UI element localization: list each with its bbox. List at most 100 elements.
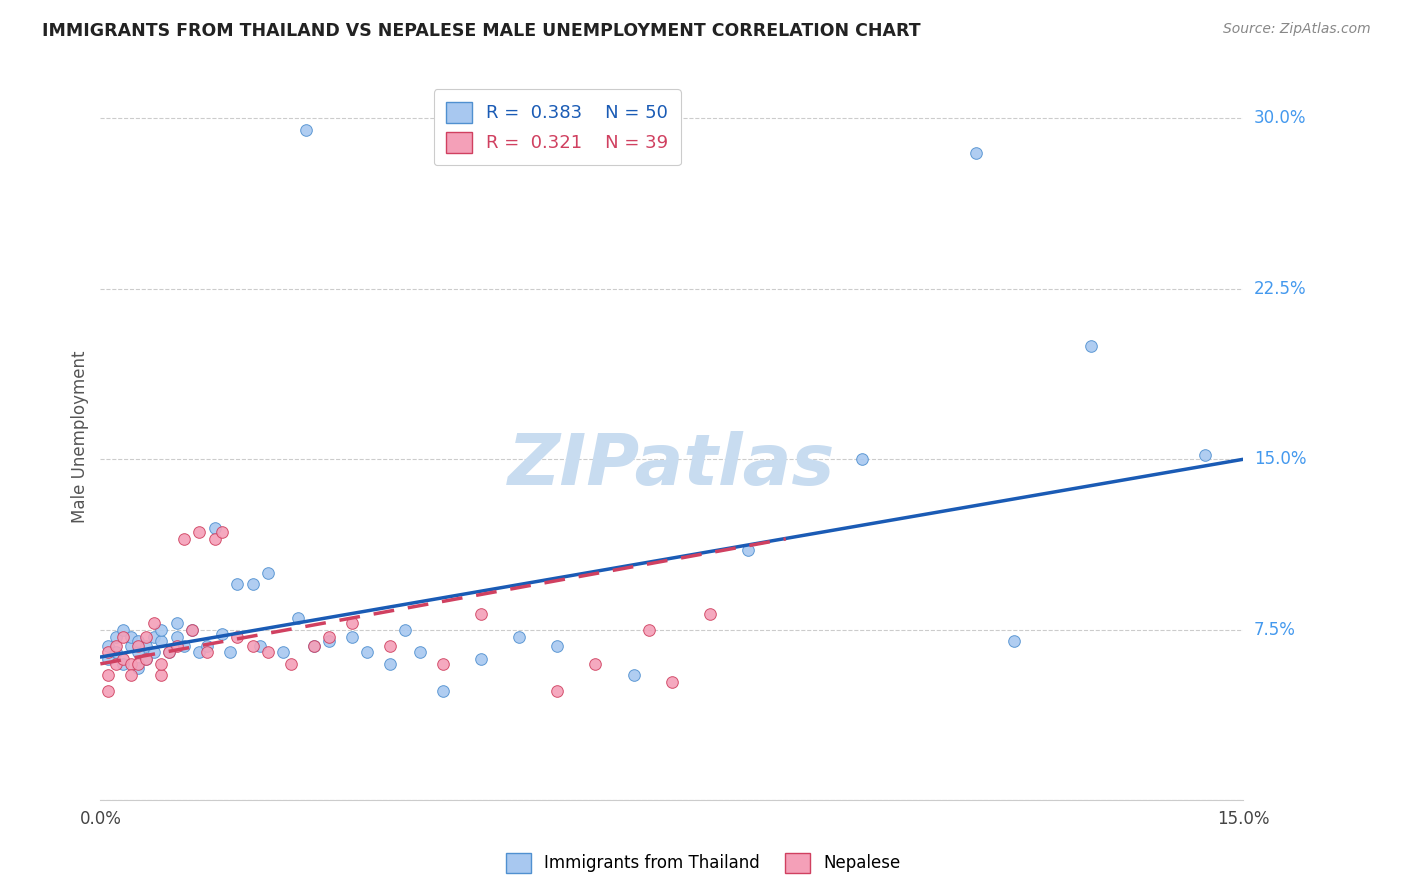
Point [226, 630, 249, 644]
Text: IMMIGRANTS FROM THAILAND VS NEPALESE MALE UNEMPLOYMENT CORRELATION CHART: IMMIGRANTS FROM THAILAND VS NEPALESE MAL… [42, 22, 921, 40]
Point [142, 630, 165, 644]
Point [120, 657, 142, 671]
Point [585, 657, 607, 671]
Point [127, 639, 149, 653]
Point [257, 645, 280, 659]
Point [112, 652, 135, 666]
Point [135, 652, 157, 666]
Text: 22.5%: 22.5% [1254, 280, 1306, 298]
Point [173, 532, 195, 546]
Point [104, 645, 127, 659]
Point [204, 520, 226, 534]
Point [166, 615, 188, 630]
Point [432, 657, 454, 671]
Point [1194, 448, 1216, 462]
Point [204, 532, 226, 546]
Point [97, 639, 120, 653]
Point [188, 645, 211, 659]
Point [737, 543, 759, 558]
Point [157, 645, 180, 659]
Text: Source: ZipAtlas.com: Source: ZipAtlas.com [1223, 22, 1371, 37]
Point [302, 639, 325, 653]
Point [135, 639, 157, 653]
Point [195, 645, 218, 659]
Point [340, 630, 363, 644]
Point [623, 668, 645, 682]
Point [120, 668, 142, 682]
Point [287, 611, 309, 625]
Point [1080, 339, 1102, 353]
Point [1002, 634, 1025, 648]
Point [211, 627, 233, 641]
Point [211, 524, 233, 539]
Point [112, 630, 135, 644]
Point [166, 630, 188, 644]
Point [135, 630, 157, 644]
Point [97, 668, 120, 682]
Point [112, 623, 135, 637]
Legend: R =  0.383    N = 50, R =  0.321    N = 39: R = 0.383 N = 50, R = 0.321 N = 39 [434, 89, 681, 165]
Point [150, 623, 173, 637]
Point [188, 524, 211, 539]
Point [851, 452, 873, 467]
Point [218, 645, 240, 659]
Point [104, 639, 127, 653]
Point [127, 645, 149, 659]
Point [508, 630, 530, 644]
Point [180, 623, 202, 637]
Point [661, 675, 683, 690]
Text: 7.5%: 7.5% [1254, 621, 1296, 639]
Point [226, 577, 249, 591]
Point [135, 652, 157, 666]
Point [271, 645, 294, 659]
Text: 15.0%: 15.0% [1254, 450, 1306, 468]
Point [318, 634, 340, 648]
Text: ZIPatlas: ZIPatlas [508, 431, 835, 500]
Point [257, 566, 280, 580]
Legend: Immigrants from Thailand, Nepalese: Immigrants from Thailand, Nepalese [499, 847, 907, 880]
Point [637, 623, 659, 637]
Point [318, 630, 340, 644]
Point [97, 652, 120, 666]
Point [394, 623, 416, 637]
Point [150, 634, 173, 648]
Point [378, 639, 401, 653]
Point [242, 577, 264, 591]
Point [249, 639, 271, 653]
Point [97, 684, 120, 698]
Point [699, 607, 721, 621]
Point [104, 630, 127, 644]
Point [965, 145, 987, 160]
Point [340, 615, 363, 630]
Point [150, 657, 173, 671]
Point [546, 684, 568, 698]
Point [470, 652, 492, 666]
Point [142, 645, 165, 659]
Point [295, 123, 318, 137]
Point [150, 668, 173, 682]
Point [356, 645, 378, 659]
Point [112, 657, 135, 671]
Point [280, 657, 302, 671]
Point [195, 639, 218, 653]
Point [180, 623, 202, 637]
Point [166, 639, 188, 653]
Point [157, 645, 180, 659]
Point [97, 645, 120, 659]
Text: 30.0%: 30.0% [1254, 110, 1306, 128]
Point [173, 639, 195, 653]
Point [142, 615, 165, 630]
Point [127, 634, 149, 648]
Point [470, 607, 492, 621]
Point [409, 645, 432, 659]
Point [104, 657, 127, 671]
Point [302, 639, 325, 653]
Point [546, 639, 568, 653]
Point [242, 639, 264, 653]
Point [120, 639, 142, 653]
Point [378, 657, 401, 671]
Point [120, 630, 142, 644]
Point [432, 684, 454, 698]
Point [127, 657, 149, 671]
Point [127, 661, 149, 675]
